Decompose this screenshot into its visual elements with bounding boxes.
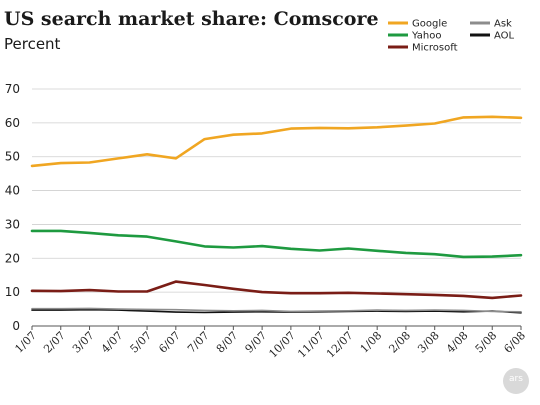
x-tick-label: 7/07 bbox=[185, 329, 212, 356]
x-tick-label: 2/08 bbox=[386, 329, 413, 356]
y-axis: 0 10 20 30 40 50 60 70 bbox=[5, 82, 20, 333]
y-tick-label: 20 bbox=[5, 251, 20, 265]
x-tick-label: 4/07 bbox=[99, 329, 126, 356]
series-line-aol bbox=[31, 308, 522, 314]
legend-label-ask: Ask bbox=[494, 19, 512, 30]
x-tick-label: 4/08 bbox=[444, 329, 471, 356]
x-tick-label: 1/08 bbox=[358, 329, 385, 356]
series-line-google bbox=[30, 115, 523, 168]
y-tick-label: 60 bbox=[5, 116, 20, 130]
y-tick-label: 40 bbox=[5, 184, 20, 198]
ars-logo: ars bbox=[503, 368, 529, 394]
legend-label-yahoo: Yahoo bbox=[411, 31, 441, 42]
ars-logo-text: ars bbox=[509, 374, 523, 384]
y-tick-label: 70 bbox=[5, 82, 20, 96]
x-tick-label: 3/07 bbox=[70, 329, 97, 356]
legend-label-google: Google bbox=[412, 19, 447, 30]
y-tick-label: 0 bbox=[12, 319, 20, 333]
x-tick-label: 12/07 bbox=[324, 329, 356, 361]
series-line-microsoft bbox=[30, 280, 523, 300]
x-tick-label: 8/07 bbox=[214, 329, 241, 356]
x-tick-label: 11/07 bbox=[295, 329, 327, 361]
y-tick-label: 30 bbox=[5, 217, 20, 231]
x-tick-label: 2/07 bbox=[41, 329, 68, 356]
x-tick-label: 5/07 bbox=[128, 329, 155, 356]
chart-title: US search market share: Comscore bbox=[4, 8, 379, 30]
legend-label-aol: AOL bbox=[494, 31, 515, 42]
series-line-yahoo bbox=[30, 229, 523, 259]
series-line-ask bbox=[31, 307, 522, 313]
x-tick-label: 3/08 bbox=[415, 329, 442, 356]
x-axis: 1/07 2/07 3/07 4/07 5/07 6/07 7/07 8/07 9/0710/0… bbox=[12, 326, 528, 361]
x-tick-label: 6/07 bbox=[156, 329, 183, 356]
y-tick-label: 50 bbox=[5, 150, 20, 164]
x-tick-label: 6/08 bbox=[501, 329, 528, 356]
chart-subtitle: Percent bbox=[4, 35, 61, 53]
x-tick-label: 10/07 bbox=[266, 329, 298, 361]
series-lines bbox=[30, 115, 523, 314]
x-tick-label: 5/08 bbox=[473, 329, 500, 356]
y-tick-label: 10 bbox=[5, 285, 20, 299]
legend-label-microsoft: Microsoft bbox=[412, 43, 458, 54]
